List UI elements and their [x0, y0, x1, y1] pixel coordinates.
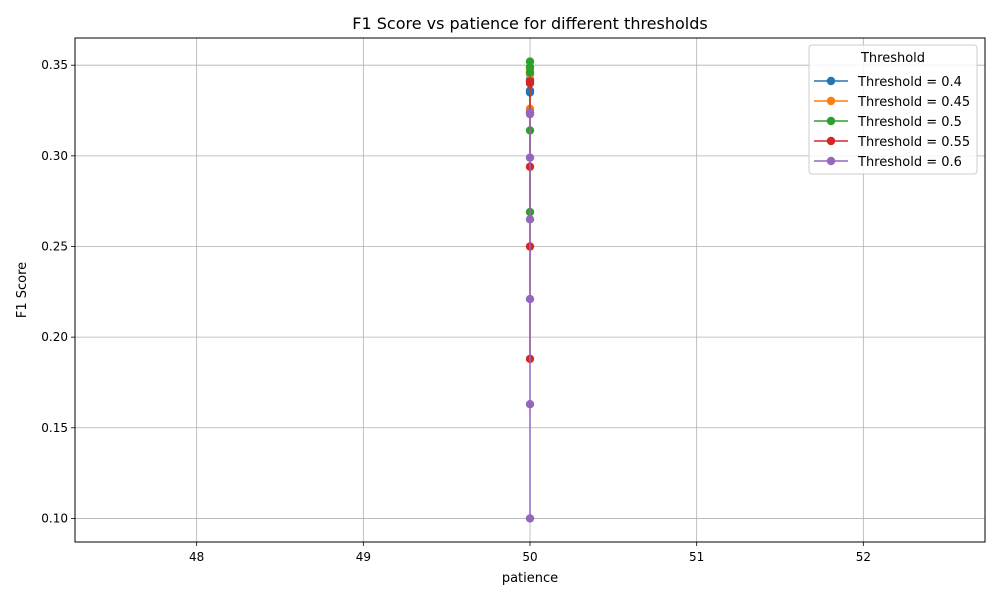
- series-lines: [525, 57, 535, 523]
- data-point: [525, 294, 535, 304]
- chart-title: F1 Score vs patience for different thres…: [352, 14, 707, 33]
- legend-entries: Threshold = 0.4 Threshold = 0.45 Threshold…: [814, 75, 970, 170]
- x-tick-label: 49: [356, 550, 371, 564]
- data-point: [525, 62, 535, 72]
- y-tick-label: 0.35: [41, 58, 68, 72]
- legend-entry: Threshold = 0.6: [814, 155, 962, 170]
- legend-entry: Threshold = 0.45: [814, 95, 970, 110]
- y-tick-label: 0.15: [41, 421, 68, 435]
- legend-label: Threshold = 0.55: [857, 135, 970, 150]
- y-axis-ticks: 0.10 0.15 0.20 0.25 0.30 0.35: [41, 58, 75, 525]
- data-point: [525, 514, 535, 523]
- legend-label: Threshold = 0.5: [857, 115, 962, 130]
- legend-entry: Threshold = 0.4: [814, 75, 962, 90]
- x-tick-label: 51: [689, 550, 704, 564]
- legend-box: [808, 44, 978, 175]
- data-point: [525, 215, 535, 224]
- legend-marker: [826, 76, 836, 86]
- legend-marker: [826, 156, 836, 166]
- x-tick-label: 52: [856, 550, 871, 564]
- x-tick-label: 50: [522, 550, 537, 564]
- y-tick-label: 0.10: [41, 511, 68, 525]
- series-5: [525, 108, 535, 523]
- data-point: [525, 153, 535, 162]
- legend-marker: [826, 116, 836, 126]
- y-tick-label: 0.25: [41, 239, 68, 253]
- legend-marker: [826, 96, 836, 106]
- data-point: [525, 400, 535, 409]
- x-tick-label: 48: [189, 550, 204, 564]
- y-axis-label: F1 Score: [15, 262, 30, 318]
- x-axis-label: patience: [502, 571, 558, 586]
- data-point: [525, 109, 535, 119]
- y-tick-label: 0.30: [41, 149, 68, 163]
- legend-title: Threshold: [860, 51, 925, 66]
- legend-entry: Threshold = 0.55: [814, 135, 970, 150]
- x-axis-ticks: 48 49 50 51 52: [189, 542, 871, 564]
- legend-label: Threshold = 0.6: [857, 155, 962, 170]
- y-tick-label: 0.20: [41, 330, 68, 344]
- legend-label: Threshold = 0.4: [857, 75, 962, 90]
- legend-marker: [826, 136, 836, 146]
- legend-entry: Threshold = 0.5: [814, 115, 962, 130]
- data-point: [525, 77, 535, 86]
- legend-label: Threshold = 0.45: [857, 95, 970, 110]
